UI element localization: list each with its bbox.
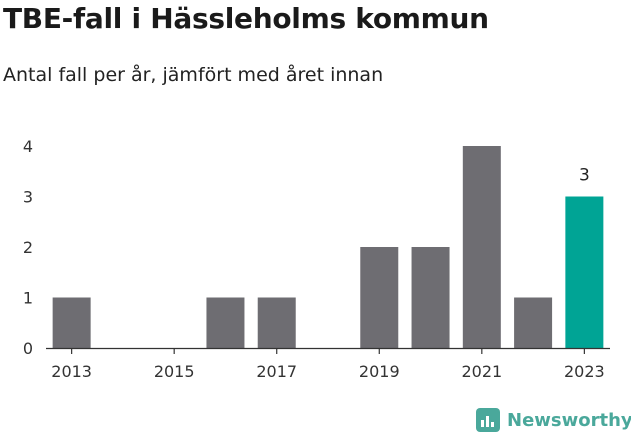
newsworthy-logo: Newsworthy xyxy=(476,408,631,432)
chart-title: TBE-fall i Hässleholms kommun xyxy=(3,2,489,35)
y-tick-label: 4 xyxy=(23,137,33,156)
bar xyxy=(565,196,604,348)
brand-name: Newsworthy xyxy=(507,409,631,431)
bar-chart-icon xyxy=(476,408,500,432)
bar-chart: 0 1 2 3 4 3 2013 2015 2017 2019 2021 2023 xyxy=(23,137,610,381)
x-tick-label: 2019 xyxy=(359,362,400,381)
bar xyxy=(411,247,450,348)
x-tick-label: 2023 xyxy=(564,362,605,381)
data-label: 3 xyxy=(579,166,590,186)
x-tick-label: 2013 xyxy=(51,362,92,381)
y-tick-label: 2 xyxy=(23,238,33,257)
y-tick-label: 3 xyxy=(23,188,33,207)
bar xyxy=(52,297,91,348)
chart-subtitle: Antal fall per år, jämfört med året inna… xyxy=(3,64,384,86)
x-tick-label: 2017 xyxy=(256,362,297,381)
bar xyxy=(206,297,245,348)
bar xyxy=(514,297,553,348)
bar xyxy=(462,146,501,348)
x-tick-label: 2015 xyxy=(154,362,195,381)
x-tick-label: 2021 xyxy=(461,362,502,381)
y-tick-label: 1 xyxy=(23,289,33,308)
bar xyxy=(257,297,296,348)
bar xyxy=(360,247,399,348)
y-tick-label: 0 xyxy=(23,339,33,358)
